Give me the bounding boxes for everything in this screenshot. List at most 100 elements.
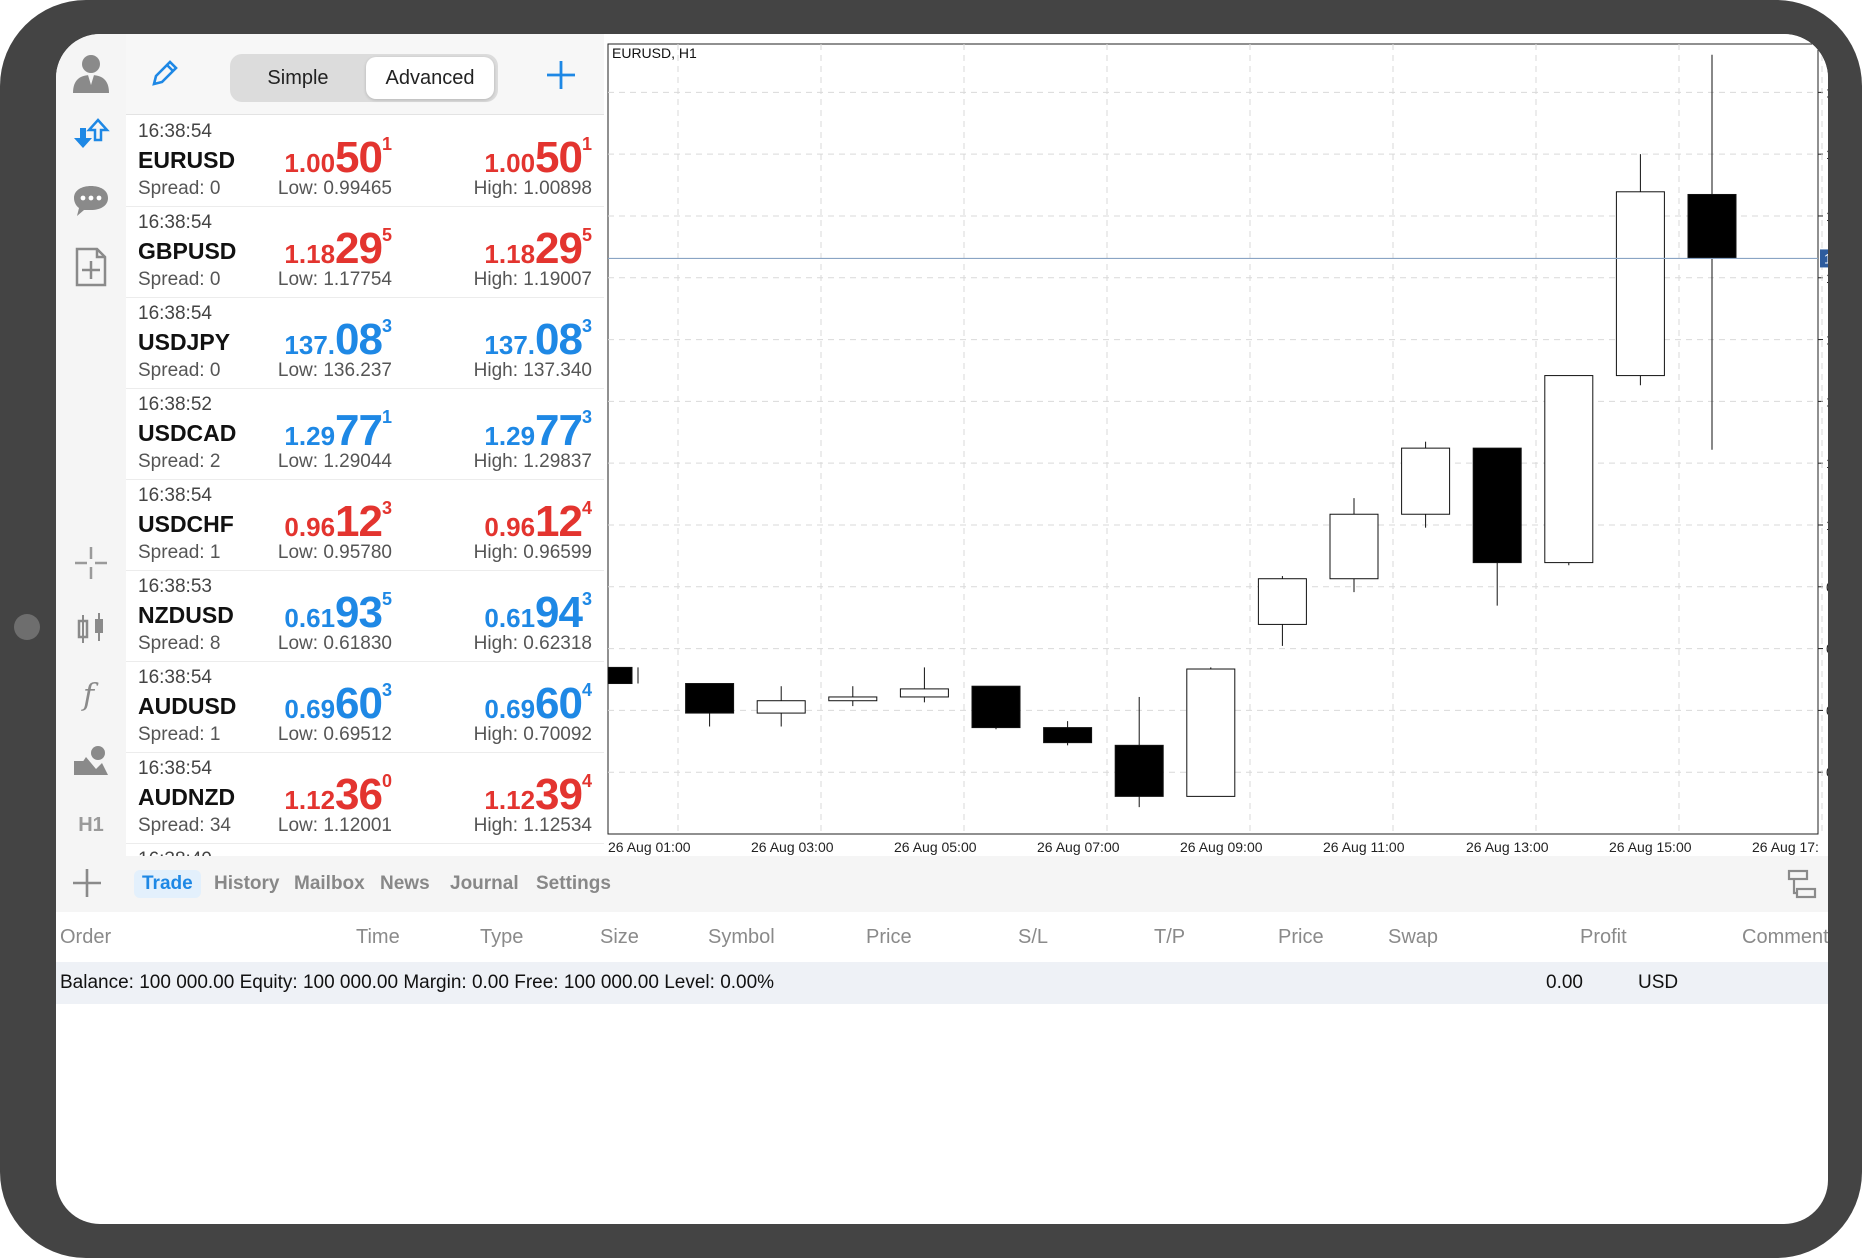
candle-body — [1401, 447, 1451, 515]
candle-body — [1615, 191, 1665, 377]
y-tick-label: 1.00120 — [1826, 455, 1828, 471]
quote-row[interactable]: 16:38:54 AUDNZD Spread: 34 1.12360 1.12394 Lo… — [126, 752, 604, 844]
trade-icon[interactable] — [66, 110, 116, 160]
quote-row[interactable]: 16:38:54 USDCHF Spread: 1 0.96123 0.96124 Low… — [126, 479, 604, 571]
current-price-marker — [1820, 249, 1828, 268]
quote-low: Low: 0.95780 — [277, 542, 392, 563]
y-tick-label: 0.99775 — [1826, 641, 1828, 657]
chat-icon[interactable] — [66, 176, 116, 226]
account-icon[interactable] — [66, 48, 116, 98]
candle-body — [1257, 578, 1307, 625]
column-header[interactable]: Order — [60, 926, 112, 948]
bid-price[interactable]: 137.083 — [284, 315, 392, 364]
bid-price[interactable]: 1.12360 — [284, 770, 392, 819]
chart-title: EURUSD, H1 — [612, 45, 697, 61]
bid-price[interactable]: 0.61935 — [284, 588, 392, 637]
quote-row[interactable]: 16:38:54 EURUSD Spread: 0 1.00501 1.00501 Low… — [126, 115, 604, 207]
indicators-icon[interactable]: f — [66, 670, 116, 720]
quote-low: Low: 1.29044 — [277, 451, 392, 472]
edit-pencil-icon[interactable] — [148, 56, 182, 95]
y-tick-label: 0.99890 — [1826, 579, 1828, 595]
left-toolbar: f H1 — [56, 34, 127, 856]
tab-mailbox[interactable]: Mailbox — [294, 873, 365, 894]
column-header[interactable]: Symbol — [708, 926, 775, 948]
quote-symbol: GBPUSD — [138, 238, 237, 264]
quote-symbol: AUDNZD — [138, 784, 236, 810]
bid-price[interactable]: 0.69603 — [284, 679, 392, 728]
x-tick-label: 26 Aug 07:00 — [1037, 839, 1120, 855]
bid-price[interactable]: 1.18295 — [284, 224, 392, 273]
quote-symbol: USDCAD — [138, 420, 237, 446]
candle-body — [1687, 193, 1737, 259]
crosshair-icon[interactable] — [66, 538, 116, 588]
add-order-icon[interactable] — [70, 866, 104, 905]
column-header[interactable]: Size — [600, 926, 639, 948]
tab-history[interactable]: History — [214, 873, 280, 894]
tab-trade[interactable]: Trade — [134, 870, 201, 898]
candle-body — [828, 696, 878, 702]
advanced-mode-button[interactable]: Advanced — [366, 57, 494, 99]
bid-price[interactable]: 0.96123 — [284, 497, 392, 546]
y-tick-label: 0.99545 — [1826, 764, 1828, 780]
ask-price[interactable]: 1.12394 — [484, 770, 592, 819]
column-header[interactable]: Comment — [1742, 926, 1828, 948]
bid-price[interactable]: 1.00501 — [284, 133, 392, 182]
balance-summary: Balance: 100 000.00 Equity: 100 000.00 M… — [60, 972, 775, 993]
objects-icon[interactable] — [66, 736, 116, 786]
timeframe-button[interactable]: H1 — [78, 813, 104, 836]
total-profit: 0.00 — [1546, 972, 1583, 993]
svg-text:f: f — [81, 678, 99, 713]
quote-row[interactable]: 16:38:54 AUDUSD Spread: 1 0.69603 0.69604 Low… — [126, 661, 604, 753]
quote-high: High: 1.12534 — [473, 815, 592, 836]
column-header[interactable]: Price — [866, 926, 912, 948]
quote-time: 16:38:52 — [138, 394, 212, 415]
quote-low: Low: 1.17754 — [277, 269, 392, 290]
chart-area[interactable]: 1.00810 1.00695 1.00580 1.00465 1.00350 1.002… — [604, 34, 1828, 856]
tab-settings[interactable]: Settings — [536, 873, 611, 894]
quote-spread: Spread: 0 — [138, 269, 221, 290]
quote-row[interactable]: 16:38:52 USDCAD Spread: 2 1.29771 1.29773 Low… — [126, 388, 604, 480]
column-header[interactable]: S/L — [1018, 926, 1049, 948]
candle-body — [1544, 375, 1594, 564]
column-header[interactable]: Time — [356, 926, 400, 948]
x-tick-label: 26 Aug 01:00 — [608, 839, 691, 855]
ask-price[interactable]: 1.00501 — [484, 133, 592, 182]
column-header[interactable]: Price — [1278, 926, 1324, 948]
ask-price[interactable]: 0.96124 — [484, 497, 592, 546]
tab-news[interactable]: News — [380, 873, 430, 894]
quote-symbol: USDJPY — [138, 329, 231, 355]
ask-price[interactable]: 137.083 — [484, 315, 592, 364]
quote-row[interactable]: 16:38:54 GBPUSD Spread: 0 1.18295 1.18295 Low… — [126, 206, 604, 298]
y-tick-label: 1.00465 — [1826, 270, 1828, 286]
account-currency: USD — [1638, 972, 1679, 993]
quotes-header: Simple Advanced — [126, 34, 604, 115]
add-symbol-icon[interactable] — [544, 58, 578, 97]
column-header[interactable]: T/P — [1154, 926, 1186, 948]
simple-mode-button[interactable]: Simple — [267, 66, 329, 89]
candle-body — [1472, 447, 1522, 564]
quote-row[interactable]: 16:38:53 NZDUSD Spread: 8 0.61935 0.61943 Low… — [126, 570, 604, 662]
x-tick-label: 26 Aug 03:00 — [751, 839, 834, 855]
candlestick-chart[interactable]: 1.00810 1.00695 1.00580 1.00465 1.00350 1.002… — [604, 34, 1828, 856]
ask-price[interactable]: 0.69604 — [484, 679, 592, 728]
ask-price[interactable]: 0.61943 — [484, 588, 592, 637]
column-header[interactable]: Swap — [1388, 926, 1439, 948]
new-order-icon[interactable] — [66, 242, 116, 292]
quote-high: High: 0.62318 — [473, 633, 592, 654]
quote-row[interactable]: 16:38:54 USDJPY Spread: 0 137.083 137.083 Low… — [126, 297, 604, 389]
layout-toggle-icon[interactable] — [1786, 868, 1818, 905]
chart-type-icon[interactable] — [66, 604, 116, 654]
quote-row[interactable]: 16:38:49 — [126, 843, 604, 856]
quote-symbol: NZDUSD — [138, 602, 234, 628]
x-tick-label: 26 Aug 05:00 — [894, 839, 977, 855]
quote-time: 16:38:54 — [138, 303, 212, 324]
ask-price[interactable]: 1.18295 — [484, 224, 592, 273]
ask-price[interactable]: 1.29773 — [484, 406, 592, 455]
tab-journal[interactable]: Journal — [450, 873, 519, 894]
quote-spread: Spread: 2 — [138, 451, 221, 472]
column-header[interactable]: Profit — [1580, 926, 1627, 948]
candle-body — [1114, 744, 1164, 797]
bid-price[interactable]: 1.29771 — [284, 406, 392, 455]
column-header[interactable]: Type — [480, 926, 524, 948]
